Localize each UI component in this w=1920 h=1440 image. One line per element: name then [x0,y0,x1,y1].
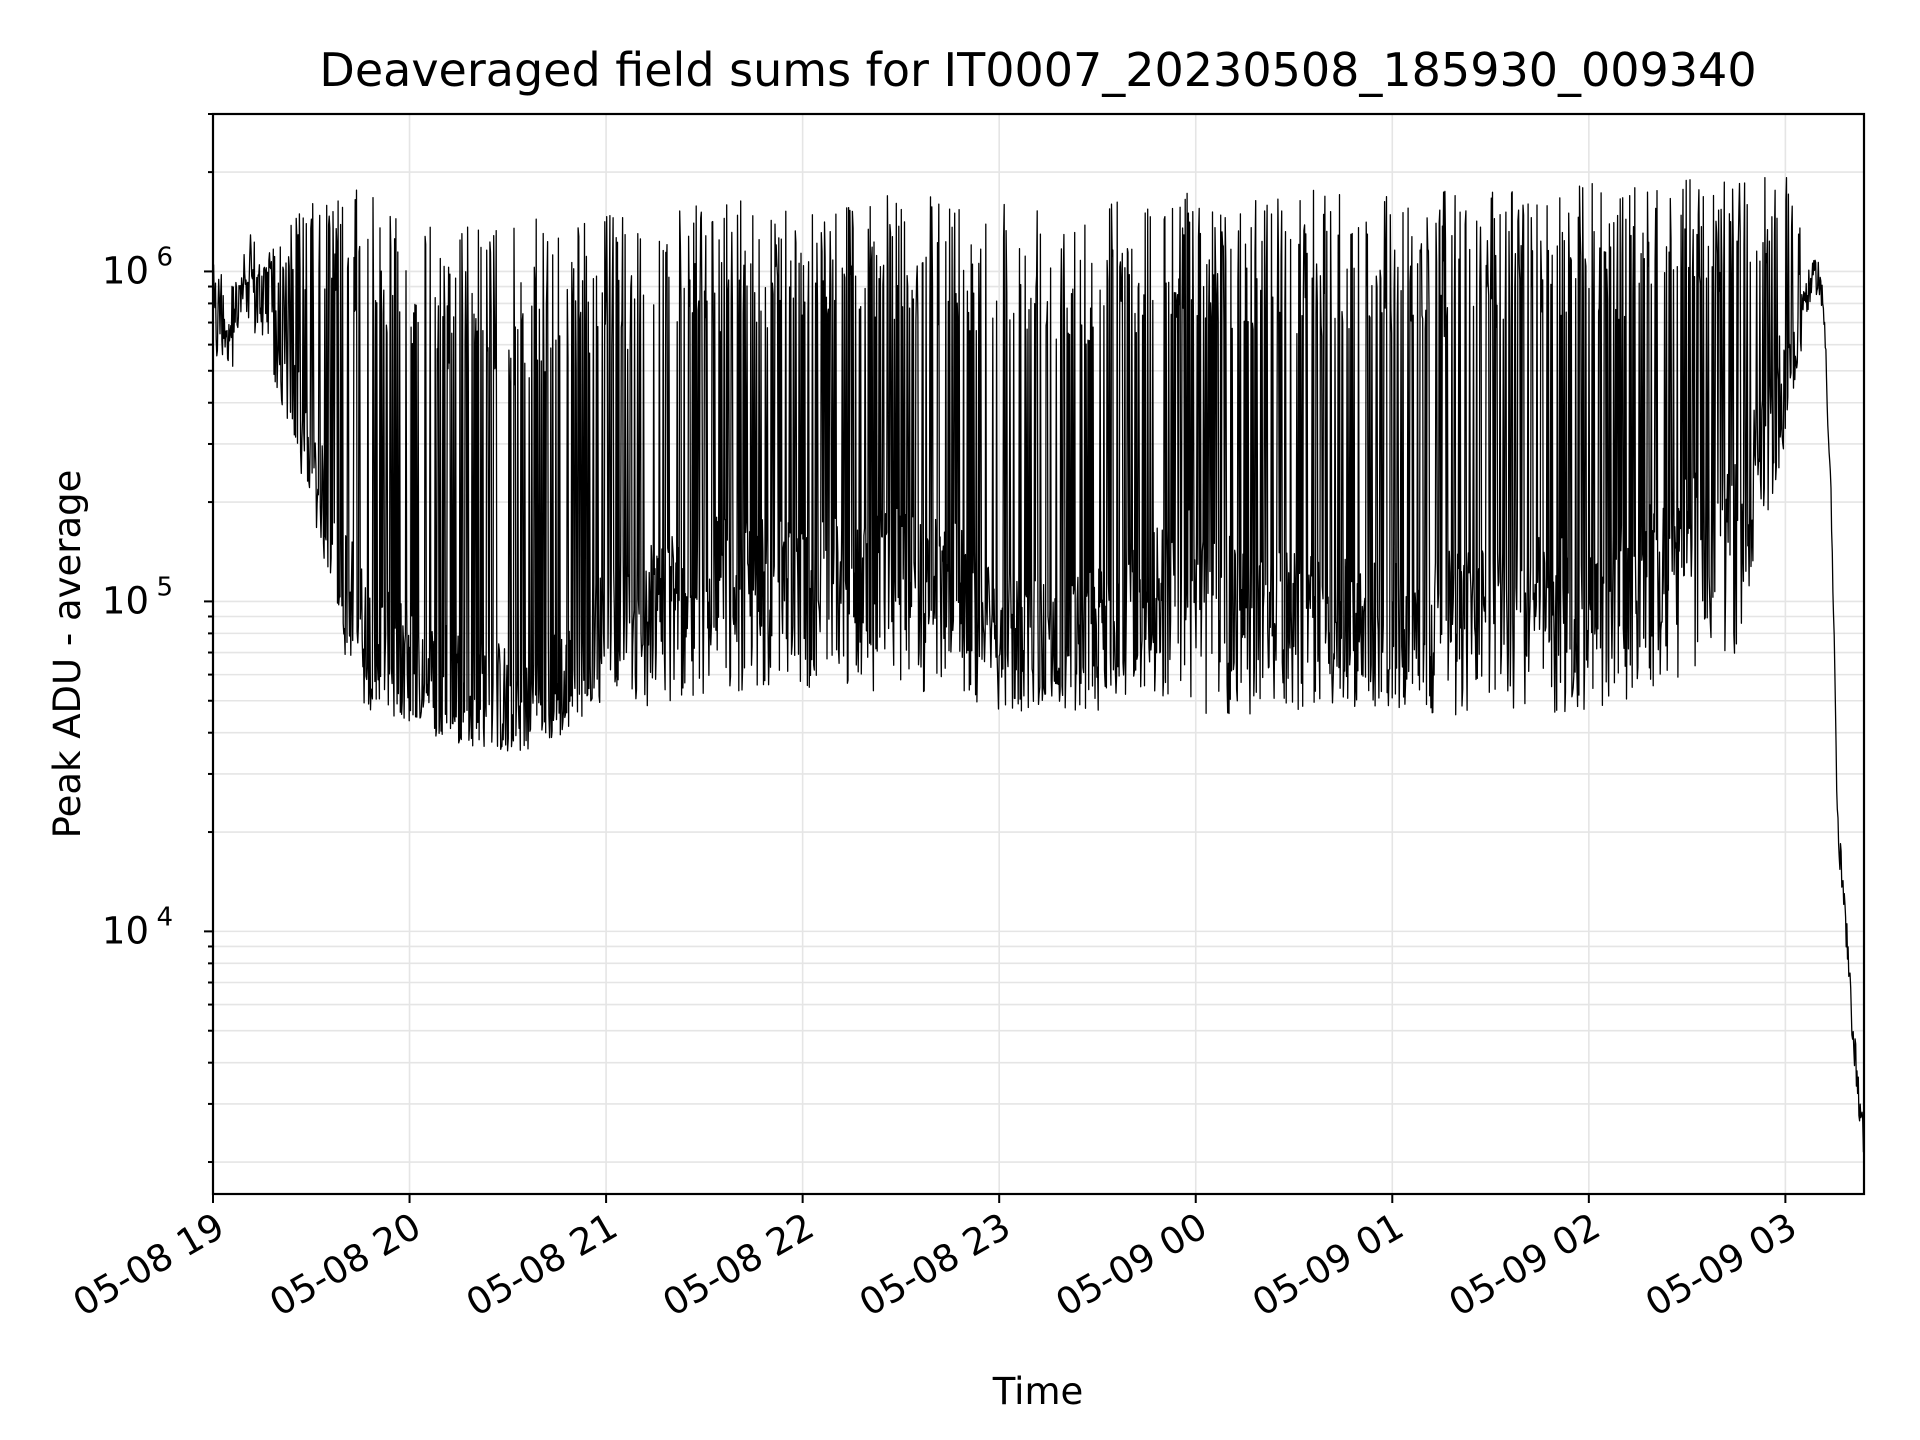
y-tick-label: 10 [102,249,149,292]
y-tick-base: 10 [102,249,149,292]
y-axis-label: Peak ADU - average [46,470,89,839]
y-tick-exponent: 6 [156,242,173,272]
y-tick-exponent: 5 [156,572,173,602]
y-tick-exponent: 4 [156,902,173,932]
chart-title: Deaveraged field sums for IT0007_2023050… [319,43,1756,97]
y-tick-label: 10 [102,579,149,622]
plot-frame [211,112,1866,1196]
y-tick-base: 10 [102,579,149,622]
x-axis-label: Time [992,1370,1084,1413]
data-line [212,177,1865,1153]
y-tick-label: 10 [102,909,149,952]
y-tick-base: 10 [102,909,149,952]
